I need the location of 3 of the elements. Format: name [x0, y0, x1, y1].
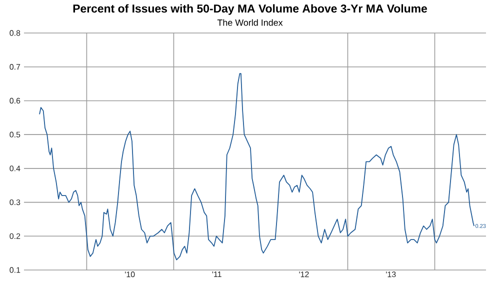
- chart-title: Percent of Issues with 50-Day MA Volume Above 3-Yr MA Volume: [73, 4, 428, 15]
- line-series: [39, 73, 475, 260]
- chart-subtitle: The World Index: [217, 19, 283, 26]
